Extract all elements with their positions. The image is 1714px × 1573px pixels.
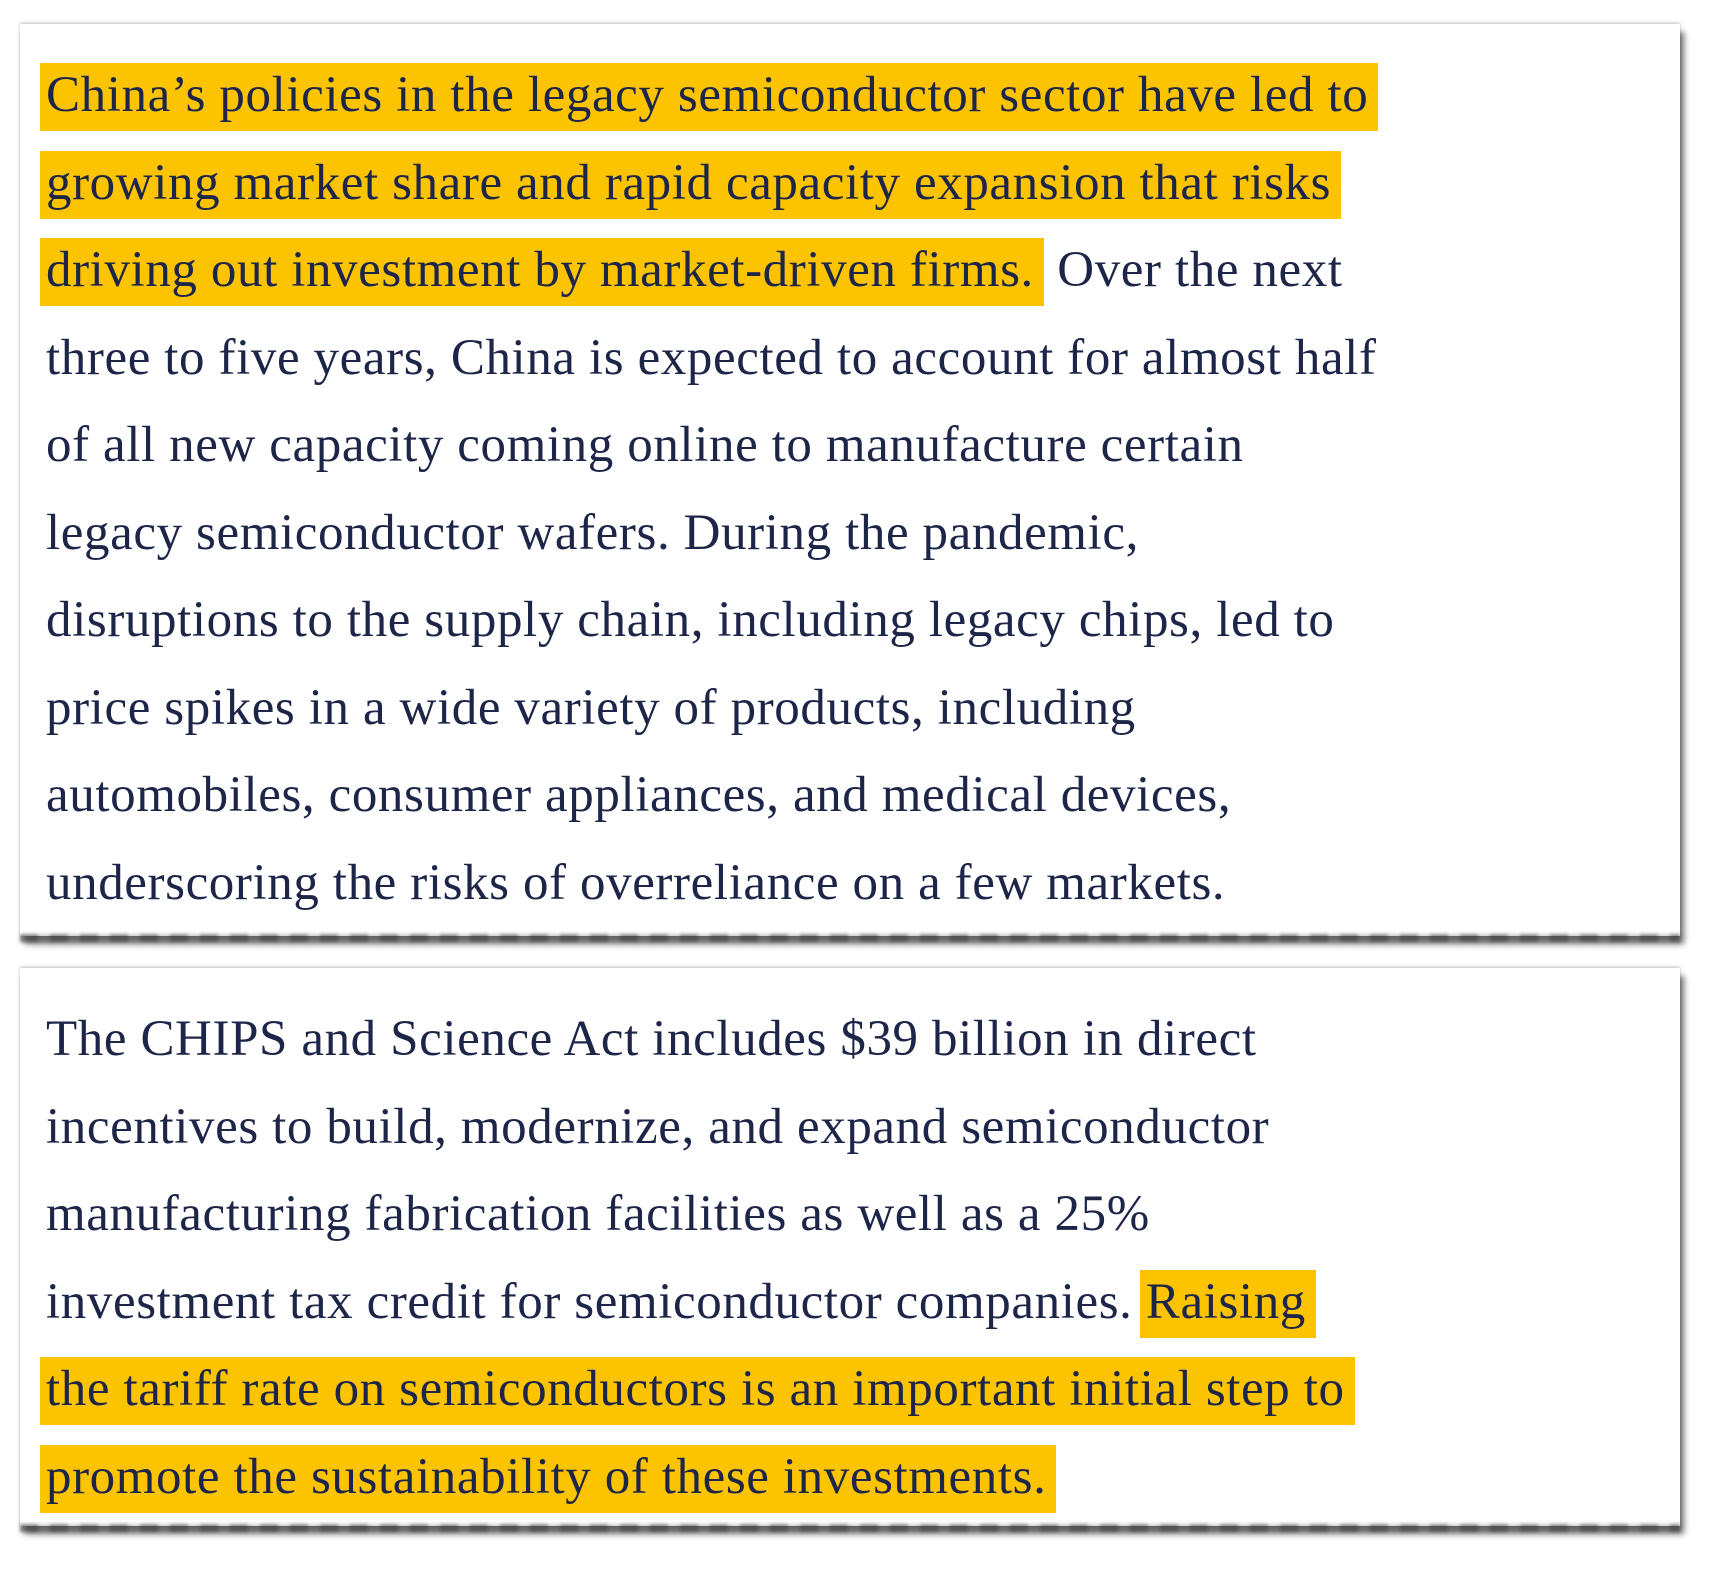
text-line: three to five years, China is expected t… [46,315,1680,403]
text-line: legacy semiconductor wafers. During the … [46,490,1680,578]
body-text: disruptions to the supply chain, includi… [46,592,1335,648]
excerpt-card-chips-act: The CHIPS and Science Act includes $39 b… [20,968,1680,1526]
text-line: price spikes in a wide variety of produc… [46,665,1680,753]
highlighted-text: China’s policies in the legacy semicondu… [40,63,1379,131]
text-line: incentives to build, modernize, and expa… [46,1084,1680,1172]
body-text: automobiles, consumer appliances, and me… [46,767,1232,823]
highlighted-text: growing market share and rapid capacity … [40,150,1342,219]
body-text: of all new capacity coming online to man… [46,417,1244,473]
body-text: legacy semiconductor wafers. During the … [46,504,1139,561]
body-text: Over the next [1043,242,1343,298]
highlighted-text: Raising [1139,1269,1316,1338]
body-text: The CHIPS and Science Act includes $39 b… [46,1011,1257,1067]
text-line: promote the sustainability of these inve… [40,1434,1680,1522]
text-line: manufacturing fabrication facilities as … [46,1171,1680,1259]
body-text: price spikes in a wide variety of produc… [46,679,1136,736]
text-line: underscoring the risks of overreliance o… [46,840,1680,928]
text-line: The CHIPS and Science Act includes $39 b… [46,996,1680,1084]
text-line: China’s policies in the legacy semicondu… [40,52,1680,140]
text-line: driving out investment by market-driven … [40,227,1680,315]
text-line: investment tax credit for semiconductor … [46,1259,1680,1347]
text-line: automobiles, consumer appliances, and me… [46,752,1680,840]
text-line: of all new capacity coming online to man… [46,402,1680,490]
highlighted-text: promote the sustainability of these inve… [40,1444,1057,1513]
text-line: disruptions to the supply chain, includi… [46,577,1680,665]
highlighted-text: driving out investment by market-driven … [40,238,1044,306]
text-line: the tariff rate on semiconductors is an … [40,1346,1680,1434]
highlighted-text: the tariff rate on semiconductors is an … [40,1357,1355,1425]
excerpt-card-legacy-semiconductors: China’s policies in the legacy semicondu… [20,24,1680,936]
body-text: incentives to build, modernize, and expa… [46,1098,1270,1155]
body-text: underscoring the risks of overreliance o… [46,854,1226,911]
text-line: growing market share and rapid capacity … [40,140,1680,228]
body-text: three to five years, China is expected t… [46,329,1377,386]
body-text: investment tax credit for semiconductor … [46,1273,1146,1330]
body-text: manufacturing fabrication facilities as … [46,1186,1150,1242]
